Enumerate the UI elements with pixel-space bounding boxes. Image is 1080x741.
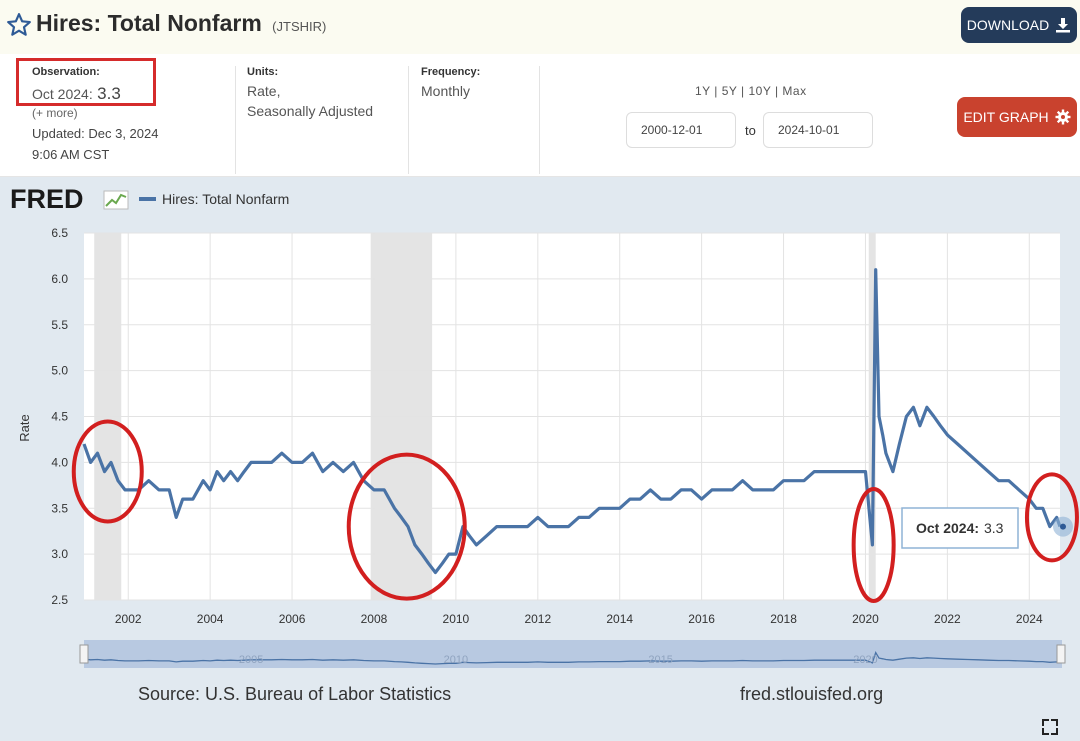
observation-highlight-box [16, 58, 156, 106]
x-tick-label: 2020 [852, 612, 879, 626]
y-tick-label: 5.5 [51, 318, 68, 332]
divider [235, 66, 236, 174]
start-date-input[interactable]: 2000-12-01 [626, 112, 736, 148]
download-icon [1056, 18, 1071, 33]
x-tick-label: 2006 [279, 612, 306, 626]
tooltip: Oct 2024: 3.3 [901, 507, 1019, 549]
navigator[interactable]: 2005 2010 2015 2020 [79, 640, 1066, 668]
download-button[interactable]: DOWNLOAD [961, 7, 1077, 43]
annotation-circle [346, 452, 467, 601]
observation-block: Observation: Oct 2024: 3.3 (+ more) Upda… [32, 66, 158, 162]
navigator-track[interactable] [84, 640, 1062, 668]
navigator-left-handle[interactable] [79, 644, 89, 664]
units-line-2: Seasonally Adjusted [247, 103, 374, 119]
series-line[interactable] [82, 268, 1062, 575]
annotation-circle [71, 419, 144, 524]
end-date-input[interactable]: 2024-10-01 [763, 112, 873, 148]
info-panel [0, 54, 1080, 177]
to-label: to [745, 123, 756, 138]
source-text: Source: U.S. Bureau of Labor Statistics [138, 684, 451, 704]
range-links[interactable]: 1Y | 5Y | 10Y | Max [695, 84, 807, 98]
series-title: Hires: Total Nonfarm [36, 10, 262, 36]
navigator-tick-label: 2010 [444, 654, 468, 666]
y-tick-label: 3.5 [51, 501, 68, 515]
y-axis-label: Rate [17, 414, 32, 441]
fred-logo-chart-icon [103, 190, 129, 210]
observation-value: 3.3 [97, 84, 121, 103]
annotation-circle [1024, 472, 1079, 563]
tooltip-box [901, 507, 1019, 549]
frequency-value: Monthly [421, 83, 471, 99]
navigator-right-handle[interactable] [1056, 644, 1066, 664]
more-link[interactable]: (+ more) [32, 106, 78, 120]
frequency-block: Frequency: Monthly [421, 66, 480, 99]
updated-text: Updated: Dec 3, 2024 [32, 126, 159, 141]
frequency-label: Frequency: [421, 66, 481, 78]
chart-svg: FRED Hires: Total Nonfarm 2.5 3.0 3.5 4.0 4.… [10, 184, 1079, 735]
units-label: Units: [247, 66, 279, 78]
y-tick-label: 6.0 [51, 272, 68, 286]
y-tick-label: 4.5 [51, 410, 68, 424]
download-label: DOWNLOAD [966, 17, 1050, 33]
x-tick-label: 2016 [688, 612, 715, 626]
divider [408, 66, 409, 174]
x-tick-label: 2002 [115, 612, 142, 626]
x-tick-label: 2008 [361, 612, 388, 626]
legend-label: Hires: Total Nonfarm [162, 191, 289, 207]
x-tick-label: 2012 [524, 612, 551, 626]
divider [539, 66, 540, 174]
navigator-tick-label: 2005 [239, 654, 263, 666]
page-title: Hires: Total Nonfarm (JTSHIR) [36, 10, 326, 37]
y-tick-label: 5.0 [51, 364, 68, 378]
x-tick-label: 2024 [1016, 612, 1043, 626]
y-tick-label: 3.0 [51, 547, 68, 561]
x-tick-label: 2010 [443, 612, 470, 626]
tooltip-label: Oct 2024: [916, 520, 979, 536]
x-tick-label: 2004 [197, 612, 224, 626]
observation-label: Observation: [32, 66, 100, 78]
star-icon[interactable] [6, 12, 32, 38]
series-code: (JTSHIR) [272, 19, 327, 34]
annotation-circle [851, 486, 896, 603]
x-tick-label: 2014 [606, 612, 633, 626]
site-text[interactable]: fred.stlouisfed.org [740, 684, 883, 704]
header-bar: Hires: Total Nonfarm (JTSHIR) DOWNLOAD [0, 0, 1080, 54]
units-line-1: Rate, [247, 83, 281, 99]
observation-period: Oct 2024: [32, 86, 93, 102]
y-tick-label: 2.5 [51, 593, 68, 607]
x-tick-label: 2018 [770, 612, 797, 626]
fred-logo: FRED [10, 184, 84, 214]
gear-icon [1055, 109, 1071, 125]
tooltip-value: 3.3 [984, 520, 1004, 536]
navigator-line [83, 651, 1061, 665]
x-tick-label: 2022 [934, 612, 961, 626]
fullscreen-icon[interactable] [1042, 719, 1058, 735]
edit-graph-label: EDIT GRAPH [963, 109, 1049, 125]
navigator-tick-label: 2015 [648, 654, 672, 666]
y-tick-label: 4.0 [51, 455, 68, 469]
updated-time: 9:06 AM CST [32, 147, 110, 162]
navigator-tick-label: 2020 [853, 654, 877, 666]
y-tick-label: 6.5 [51, 226, 68, 240]
edit-graph-button[interactable]: EDIT GRAPH [957, 97, 1077, 137]
units-block: Units: Rate, Seasonally Adjusted [247, 66, 373, 119]
hover-marker [1060, 523, 1066, 530]
